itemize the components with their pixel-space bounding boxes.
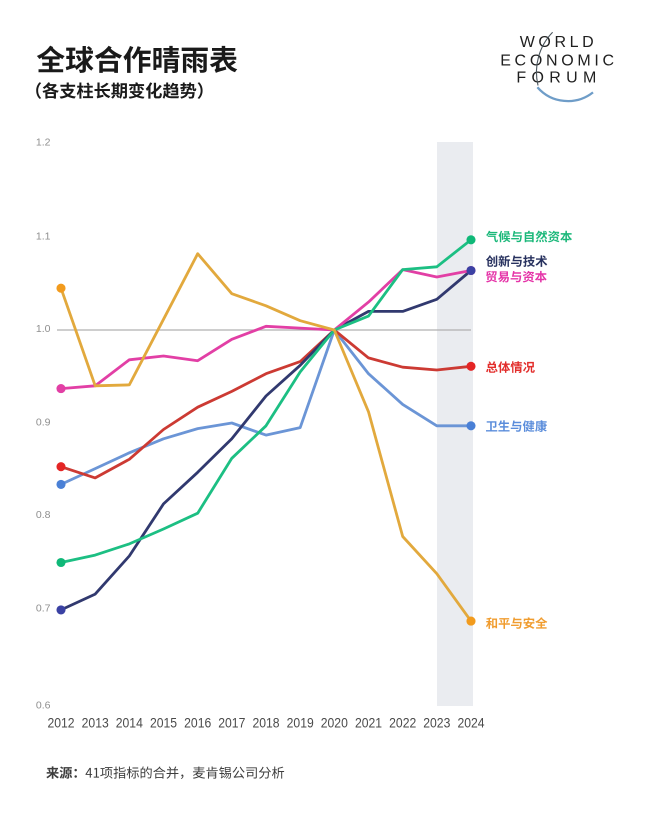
svg-text:0.6: 0.6: [36, 700, 51, 712]
svg-text:1.1: 1.1: [36, 231, 51, 243]
svg-text:FORUM: FORUM: [516, 70, 601, 87]
svg-text:1.0: 1.0: [36, 323, 51, 335]
svg-text:2024: 2024: [457, 714, 484, 730]
svg-text:2021: 2021: [355, 714, 382, 730]
svg-text:0.9: 0.9: [36, 417, 51, 429]
svg-text:0.8: 0.8: [36, 509, 51, 521]
svg-text:2018: 2018: [252, 714, 279, 730]
svg-text:2013: 2013: [82, 714, 109, 730]
svg-text:2019: 2019: [287, 714, 314, 730]
svg-text:2017: 2017: [218, 714, 245, 730]
svg-text:WORLD: WORLD: [520, 34, 598, 51]
svg-text:2014: 2014: [116, 714, 143, 730]
svg-text:2022: 2022: [389, 714, 416, 730]
svg-text:1.2: 1.2: [36, 137, 51, 149]
svg-text:2020: 2020: [321, 714, 348, 730]
svg-text:2023: 2023: [423, 714, 450, 730]
svg-text:0.7: 0.7: [36, 603, 51, 615]
svg-text:ECONOMIC: ECONOMIC: [500, 53, 618, 70]
svg-text:2016: 2016: [184, 714, 211, 730]
svg-text:2012: 2012: [47, 714, 74, 730]
svg-text:2015: 2015: [150, 714, 177, 730]
